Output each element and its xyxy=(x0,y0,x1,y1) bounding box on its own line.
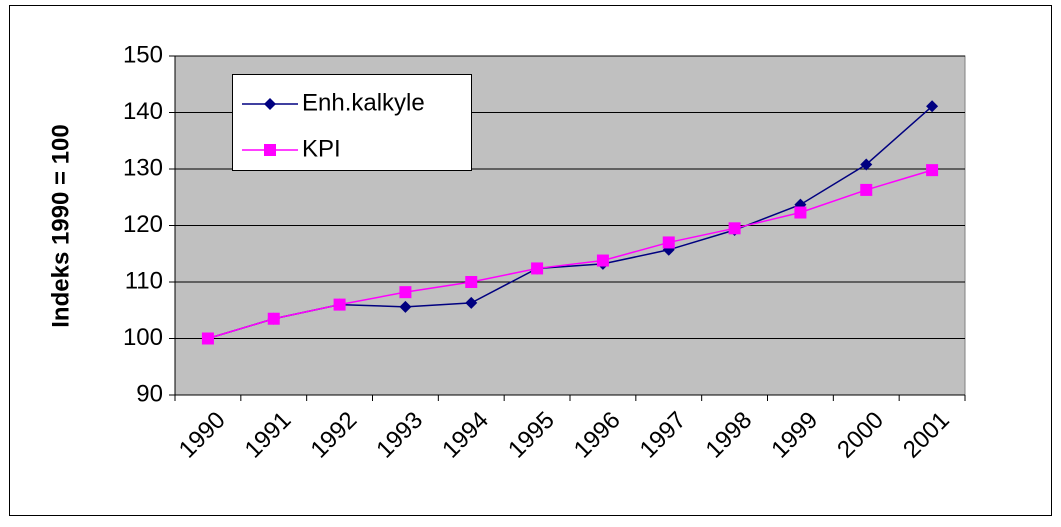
marker xyxy=(267,312,280,325)
marker xyxy=(728,222,741,235)
marker xyxy=(794,206,807,219)
marker xyxy=(860,183,873,196)
y-tick-label: 110 xyxy=(125,267,163,294)
y-tick-label: 90 xyxy=(136,380,163,407)
y-tick-label: 140 xyxy=(123,98,163,125)
marker xyxy=(264,144,276,156)
marker xyxy=(399,286,412,299)
marker xyxy=(333,298,346,311)
y-axis-label: Indeks 1990 = 100 xyxy=(47,124,74,327)
series-line xyxy=(207,169,933,340)
marker xyxy=(465,296,478,309)
legend-label: KPI xyxy=(302,135,341,162)
y-tick-label: 100 xyxy=(123,324,163,351)
marker xyxy=(399,300,412,313)
legend-label: Enh.kalkyle xyxy=(302,89,425,116)
marker xyxy=(662,236,675,249)
marker xyxy=(926,100,939,113)
y-tick-label: 130 xyxy=(123,154,163,181)
marker xyxy=(264,98,276,110)
marker xyxy=(596,254,609,267)
y-tick-label: 150 xyxy=(123,41,163,68)
marker xyxy=(201,332,214,345)
marker xyxy=(465,276,478,288)
marker xyxy=(531,262,544,275)
marker xyxy=(926,164,939,177)
y-tick-label: 120 xyxy=(123,211,163,238)
marker xyxy=(860,158,873,171)
